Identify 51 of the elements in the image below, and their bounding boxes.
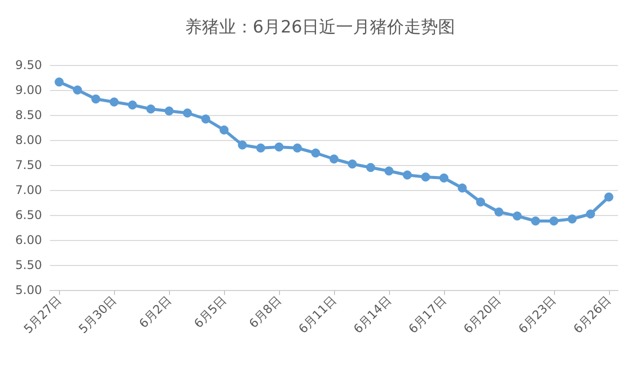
point [238, 140, 247, 150]
y-tick-label: 8.50 [15, 108, 42, 122]
point [292, 144, 302, 152]
point [54, 78, 64, 86]
x-tick-label: 6月14日 [350, 293, 394, 336]
point [439, 174, 448, 182]
y-tick-label: 7.50 [15, 158, 42, 172]
y-tick-label: 9.50 [15, 58, 42, 72]
point [402, 170, 412, 180]
point [110, 98, 119, 106]
point [476, 198, 486, 206]
point [604, 192, 614, 202]
point [458, 184, 467, 192]
point [531, 216, 540, 226]
point [274, 142, 284, 152]
y-tick-label: 7.00 [15, 183, 42, 197]
point [330, 154, 338, 164]
y-tick-label: 8.00 [15, 133, 42, 147]
point [146, 104, 156, 114]
point [366, 163, 376, 172]
point [72, 86, 82, 94]
x-tick-label: 6月8日 [246, 293, 284, 331]
point [384, 166, 394, 176]
x-tick-label: 6月11日 [296, 293, 339, 336]
point [91, 94, 100, 104]
x-tick-label: 6月17日 [406, 293, 449, 336]
point [182, 108, 192, 118]
point [549, 216, 558, 226]
y-tick-label: 9.00 [15, 83, 42, 97]
x-tick-label: 6月23日 [516, 293, 559, 336]
x-tick-label: 6月26日 [570, 293, 614, 336]
y-tick-label: 6.50 [15, 208, 42, 222]
x-tick-label: 5月30日 [76, 293, 120, 336]
point [494, 208, 504, 216]
point [348, 160, 357, 168]
point [164, 106, 174, 116]
point [421, 172, 430, 182]
point [586, 210, 596, 218]
x-tick-label: 6月2日 [136, 293, 174, 331]
y-tick-label: 6.00 [15, 233, 42, 247]
point [201, 114, 210, 124]
point [256, 144, 266, 152]
point [512, 212, 522, 220]
y-tick-label: 5.50 [15, 258, 42, 272]
point [568, 214, 577, 224]
point [220, 126, 229, 134]
x-tick-label: 6月5日 [191, 293, 230, 331]
point [311, 148, 320, 158]
chart-title: 养猪业：6月26日近一月猪价走势图 [184, 18, 456, 38]
point [128, 100, 137, 110]
x-tick-label: 6月20日 [460, 293, 504, 336]
